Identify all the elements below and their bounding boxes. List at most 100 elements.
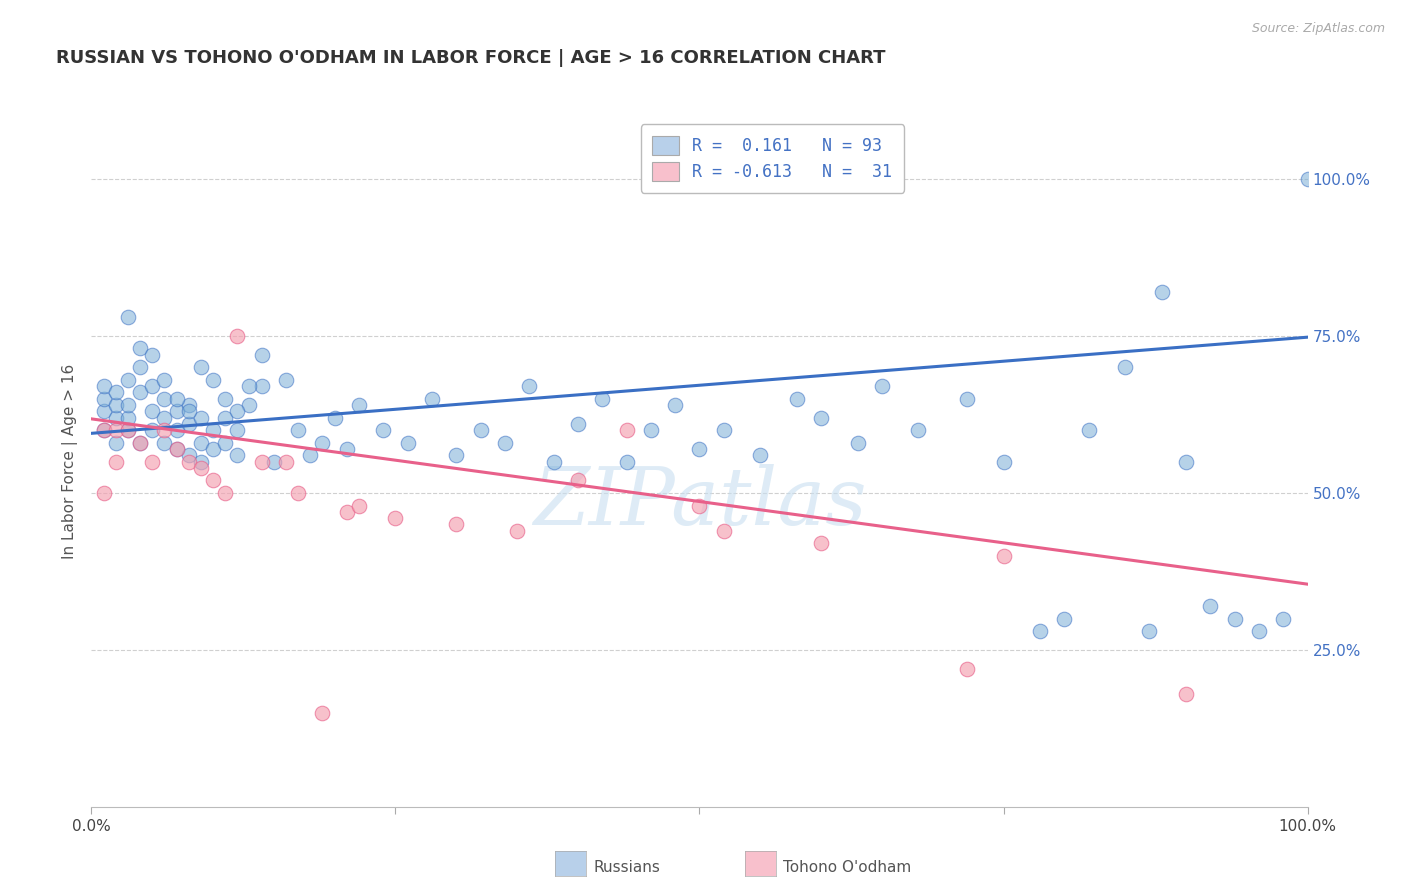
- Point: [336, 442, 359, 456]
- Point: [141, 348, 163, 362]
- Point: [226, 329, 249, 343]
- Point: [956, 662, 979, 676]
- Point: [688, 499, 710, 513]
- Point: [190, 410, 212, 425]
- Text: Russians: Russians: [593, 860, 661, 874]
- Point: [1150, 285, 1173, 299]
- Point: [104, 398, 127, 412]
- Point: [1077, 423, 1099, 437]
- Point: [907, 423, 929, 437]
- Point: [993, 549, 1015, 563]
- Point: [567, 474, 589, 488]
- Point: [688, 442, 710, 456]
- Point: [104, 435, 127, 450]
- Point: [470, 423, 492, 437]
- Point: [190, 360, 212, 375]
- Text: Tohono O'odham: Tohono O'odham: [783, 860, 911, 874]
- Point: [713, 423, 735, 437]
- Point: [141, 404, 163, 418]
- Point: [226, 423, 249, 437]
- Point: [166, 442, 188, 456]
- Point: [166, 423, 188, 437]
- Point: [1199, 599, 1222, 614]
- Point: [104, 385, 127, 400]
- Point: [444, 448, 467, 462]
- Point: [1175, 687, 1198, 701]
- Point: [1272, 612, 1295, 626]
- Point: [93, 392, 115, 406]
- Point: [420, 392, 443, 406]
- Point: [616, 455, 638, 469]
- Point: [311, 435, 333, 450]
- Point: [444, 517, 467, 532]
- Point: [202, 423, 225, 437]
- Point: [190, 461, 212, 475]
- Point: [104, 455, 127, 469]
- Point: [141, 379, 163, 393]
- Point: [166, 404, 188, 418]
- Text: RUSSIAN VS TOHONO O'ODHAM IN LABOR FORCE | AGE > 16 CORRELATION CHART: RUSSIAN VS TOHONO O'ODHAM IN LABOR FORCE…: [56, 49, 886, 67]
- Point: [190, 455, 212, 469]
- Point: [190, 435, 212, 450]
- Point: [117, 398, 139, 412]
- Point: [129, 360, 152, 375]
- Point: [104, 423, 127, 437]
- Point: [567, 417, 589, 431]
- Point: [141, 455, 163, 469]
- Point: [517, 379, 540, 393]
- Point: [263, 455, 285, 469]
- Point: [1114, 360, 1136, 375]
- Point: [870, 379, 893, 393]
- Point: [1223, 612, 1246, 626]
- Point: [177, 417, 200, 431]
- Point: [396, 435, 419, 450]
- Point: [177, 398, 200, 412]
- Point: [129, 435, 152, 450]
- Point: [1029, 624, 1052, 639]
- Point: [786, 392, 808, 406]
- Point: [202, 373, 225, 387]
- Point: [177, 404, 200, 418]
- Point: [311, 706, 333, 720]
- Point: [153, 423, 176, 437]
- Point: [117, 423, 139, 437]
- Point: [214, 435, 236, 450]
- Point: [129, 435, 152, 450]
- Point: [153, 410, 176, 425]
- Point: [1247, 624, 1270, 639]
- Point: [749, 448, 772, 462]
- Point: [543, 455, 565, 469]
- Point: [93, 486, 115, 500]
- Point: [104, 410, 127, 425]
- Y-axis label: In Labor Force | Age > 16: In Labor Force | Age > 16: [62, 364, 79, 559]
- Point: [299, 448, 322, 462]
- Point: [1175, 455, 1198, 469]
- Point: [664, 398, 686, 412]
- Point: [640, 423, 662, 437]
- Point: [117, 423, 139, 437]
- Point: [993, 455, 1015, 469]
- Point: [287, 423, 309, 437]
- Point: [93, 423, 115, 437]
- Point: [250, 348, 273, 362]
- Point: [250, 379, 273, 393]
- Point: [226, 448, 249, 462]
- Point: [166, 392, 188, 406]
- Point: [238, 398, 260, 412]
- Point: [166, 442, 188, 456]
- Point: [238, 379, 260, 393]
- Point: [214, 486, 236, 500]
- Point: [93, 423, 115, 437]
- Point: [846, 435, 869, 450]
- Point: [287, 486, 309, 500]
- Point: [274, 373, 297, 387]
- Point: [153, 392, 176, 406]
- Point: [214, 392, 236, 406]
- Point: [93, 404, 115, 418]
- Point: [373, 423, 395, 437]
- Point: [250, 455, 273, 469]
- Point: [202, 474, 225, 488]
- Point: [810, 410, 832, 425]
- Point: [226, 404, 249, 418]
- Point: [347, 499, 370, 513]
